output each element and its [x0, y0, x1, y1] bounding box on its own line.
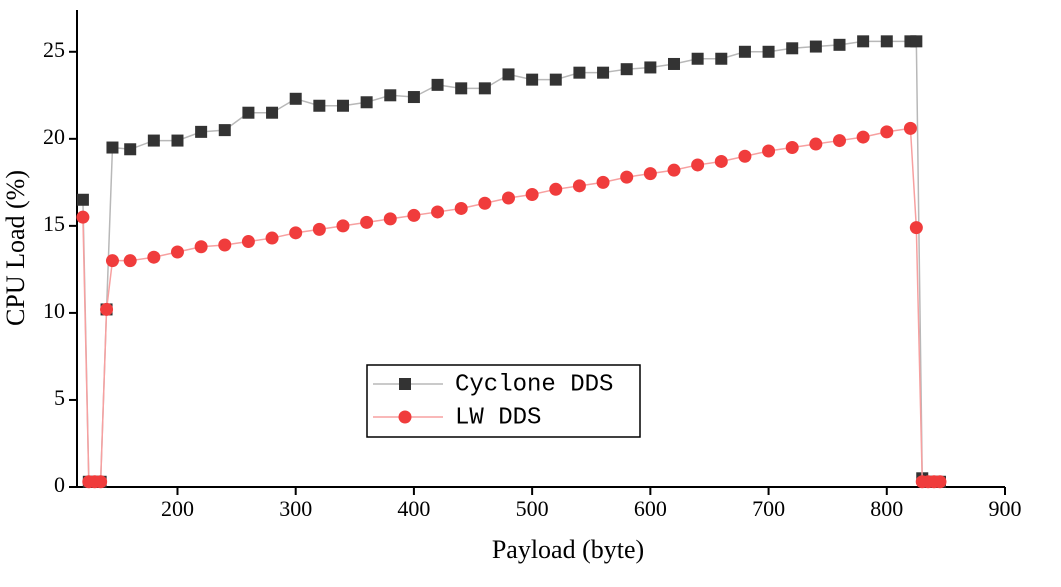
marker — [572, 179, 586, 193]
y-tick-label: 5 — [54, 385, 65, 410]
x-tick-label: 800 — [870, 496, 903, 521]
marker — [455, 82, 468, 95]
marker — [383, 212, 397, 226]
marker — [241, 235, 255, 249]
marker — [360, 215, 374, 229]
marker — [431, 205, 445, 219]
marker — [195, 125, 208, 138]
marker — [762, 45, 775, 58]
marker — [336, 219, 350, 233]
marker — [100, 302, 114, 316]
marker — [620, 170, 634, 184]
marker — [526, 73, 539, 86]
marker — [786, 42, 799, 55]
marker — [667, 57, 680, 70]
marker — [76, 210, 90, 224]
marker — [933, 475, 947, 489]
marker — [573, 66, 586, 79]
marker — [715, 52, 728, 65]
marker — [105, 254, 119, 268]
marker — [809, 40, 822, 53]
marker — [76, 193, 89, 206]
marker — [903, 121, 917, 135]
marker — [714, 154, 728, 168]
marker — [549, 182, 563, 196]
marker — [407, 91, 420, 104]
marker — [289, 92, 302, 105]
marker — [478, 196, 492, 210]
marker — [738, 45, 751, 58]
marker — [738, 149, 752, 163]
marker — [313, 99, 326, 112]
marker — [667, 163, 681, 177]
marker — [147, 250, 161, 264]
x-axis-label: Payload (byte) — [492, 535, 644, 564]
marker — [242, 106, 255, 119]
marker — [398, 410, 412, 424]
marker — [265, 231, 279, 245]
x-tick-label: 500 — [516, 496, 549, 521]
marker — [124, 143, 137, 156]
marker — [147, 134, 160, 147]
marker — [857, 35, 870, 48]
marker — [106, 141, 119, 154]
marker — [525, 188, 539, 202]
marker — [94, 475, 108, 489]
marker — [360, 96, 373, 109]
marker — [384, 89, 397, 102]
x-tick-label: 400 — [397, 496, 430, 521]
x-tick-label: 700 — [752, 496, 785, 521]
marker — [856, 130, 870, 144]
marker — [407, 208, 421, 222]
legend-label: Cyclone DDS — [455, 371, 613, 398]
marker — [643, 167, 657, 181]
marker — [785, 141, 799, 155]
marker — [880, 35, 893, 48]
x-tick-label: 300 — [279, 496, 312, 521]
marker — [454, 201, 468, 215]
marker — [910, 35, 923, 48]
marker — [502, 68, 515, 81]
marker — [809, 137, 823, 151]
marker — [691, 52, 704, 65]
legend-box — [366, 364, 641, 438]
marker — [620, 63, 633, 76]
marker — [218, 238, 232, 252]
marker — [691, 158, 705, 172]
marker — [880, 125, 894, 139]
marker — [644, 61, 657, 74]
x-tick-label: 900 — [989, 496, 1022, 521]
marker — [501, 191, 515, 205]
marker — [399, 378, 411, 390]
y-tick-label: 0 — [54, 472, 65, 497]
marker — [431, 78, 444, 91]
marker — [597, 66, 610, 79]
y-tick-label: 25 — [43, 37, 65, 62]
marker — [549, 73, 562, 86]
y-tick-label: 10 — [43, 298, 65, 323]
y-tick-label: 20 — [43, 124, 65, 149]
marker — [218, 124, 231, 137]
marker — [123, 254, 137, 268]
y-axis-label: CPU Load (%) — [1, 170, 30, 326]
marker — [909, 221, 923, 235]
marker — [312, 222, 326, 236]
marker — [171, 134, 184, 147]
marker — [762, 144, 776, 158]
marker — [170, 245, 184, 259]
y-tick-label: 15 — [43, 211, 65, 236]
marker — [596, 175, 610, 189]
marker — [833, 38, 846, 51]
x-tick-label: 200 — [161, 496, 194, 521]
marker — [832, 134, 846, 148]
marker — [336, 99, 349, 112]
marker — [289, 226, 303, 240]
x-tick-label: 600 — [634, 496, 667, 521]
marker — [266, 106, 279, 119]
marker — [194, 240, 208, 254]
marker — [478, 82, 491, 95]
legend-label: LW DDS — [455, 404, 541, 431]
